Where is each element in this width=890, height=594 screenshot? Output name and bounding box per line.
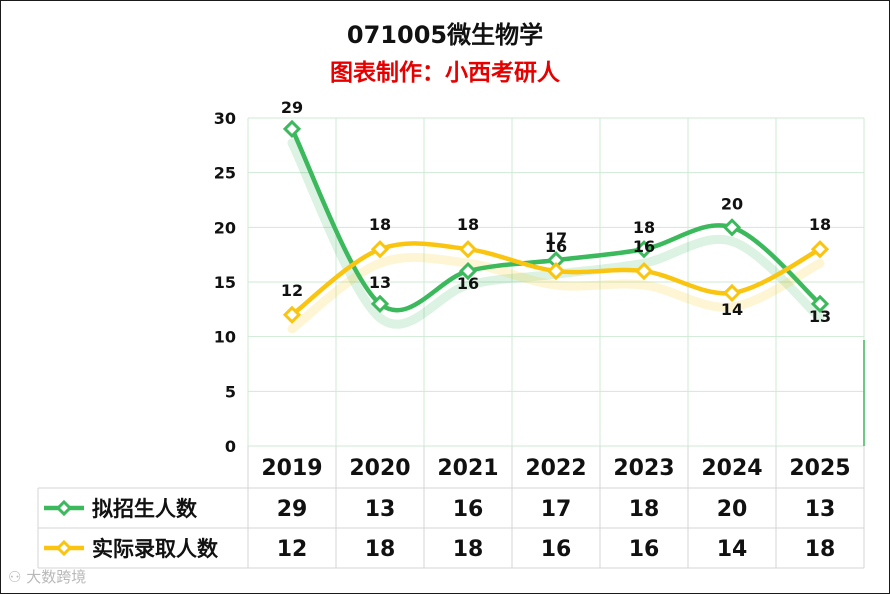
series-1-data-label: 18: [809, 215, 831, 234]
series-1-point: [634, 261, 654, 281]
y-tick-label: 20: [214, 218, 236, 237]
table-cell: 29: [277, 497, 308, 522]
series-0-data-label: 16: [457, 274, 479, 293]
table-cell: 16: [629, 537, 660, 562]
series-1-shadow: [287, 252, 825, 334]
watermark-text: 大数跨境: [26, 568, 87, 586]
table-cell: 18: [629, 497, 660, 522]
series-0-data-label: 17: [545, 229, 567, 248]
series-1-data-label: 16: [633, 237, 655, 256]
chart-title: 071005微生物学: [347, 21, 543, 49]
series-1-data-label: 18: [369, 215, 391, 234]
watermark-icon: ⚇: [8, 568, 27, 586]
series-0-shadow: [287, 138, 825, 329]
table-cell: 13: [805, 497, 836, 522]
y-tick-label: 25: [214, 164, 236, 183]
series-0-data-label: 18: [633, 218, 655, 237]
table-cell: 13: [365, 497, 396, 522]
table-cell: 18: [453, 537, 484, 562]
series-0-point: [722, 218, 742, 237]
x-tick-label: 2020: [349, 456, 410, 481]
series-0-point: [458, 261, 478, 281]
series-1-point: [370, 240, 390, 259]
y-tick-label: 10: [214, 328, 236, 347]
table-cell: 16: [541, 537, 572, 562]
table-cell: 14: [717, 537, 748, 562]
y-tick-label: 30: [214, 109, 236, 128]
x-tick-label: 2022: [525, 456, 586, 481]
series-1-point: [546, 261, 566, 281]
series-0-data-label: 29: [281, 98, 303, 117]
legend-series-name: 实际录取人数: [92, 537, 219, 561]
series-0-point: [370, 294, 390, 313]
series-0-point: [634, 240, 654, 259]
series-1-data-label: 16: [545, 237, 567, 256]
watermark: ⚇ 大数跨境: [8, 566, 86, 587]
legend-swatch-marker: [55, 499, 73, 517]
series-1-point: [810, 240, 830, 259]
table-cell: 17: [541, 497, 572, 522]
table-cell: 18: [805, 537, 836, 562]
y-tick-label: 15: [214, 273, 236, 292]
series-1-data-label: 18: [457, 215, 479, 234]
series-0-point: [282, 119, 302, 139]
table-cell: 12: [277, 537, 308, 562]
y-tick-label: 0: [225, 437, 236, 456]
series-0-data-label: 20: [721, 194, 743, 213]
x-tick-label: 2025: [789, 456, 850, 481]
x-tick-label: 2019: [261, 456, 322, 481]
x-tick-label: 2021: [437, 456, 498, 481]
series-1-point: [458, 240, 478, 259]
series-1-data-label: 14: [721, 300, 743, 319]
table-cell: 18: [365, 537, 396, 562]
y-tick-label: 5: [225, 382, 236, 401]
series-0-data-label: 13: [369, 273, 391, 292]
series-1-point: [282, 305, 302, 324]
legend-swatch-marker: [55, 539, 73, 557]
series-0-data-label: 13: [809, 307, 831, 326]
series-1-point: [722, 283, 742, 303]
series-0-point: [810, 294, 830, 313]
table-cell: 16: [453, 497, 484, 522]
table-cell: 20: [717, 497, 748, 522]
x-tick-label: 2023: [613, 456, 674, 481]
chart-subtitle: 图表制作：小西考研人: [330, 60, 561, 86]
series-1-data-label: 12: [281, 281, 303, 300]
x-tick-label: 2024: [701, 456, 762, 481]
legend-series-name: 拟招生人数: [92, 497, 198, 521]
